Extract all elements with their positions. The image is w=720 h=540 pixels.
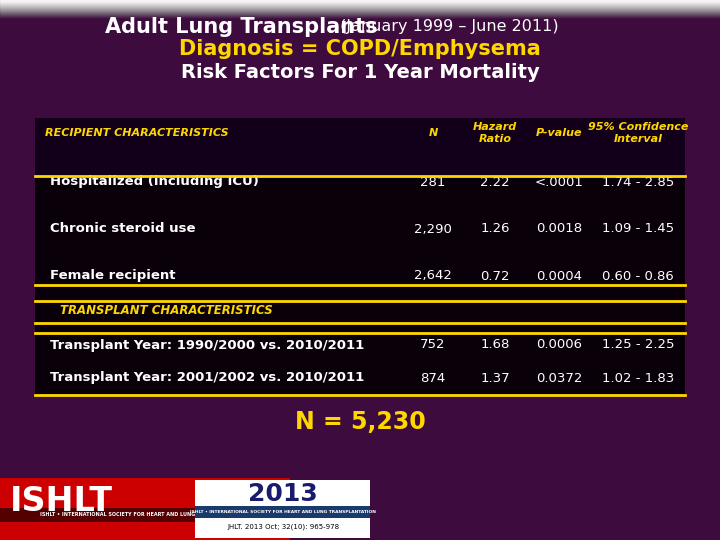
- Bar: [0, 6, 720, 7]
- Text: 1.25 - 2.25: 1.25 - 2.25: [602, 339, 674, 352]
- Text: 1.74 - 2.85: 1.74 - 2.85: [602, 176, 674, 188]
- Text: 95% Confidence: 95% Confidence: [588, 122, 688, 132]
- Text: Adult Lung Transplants: Adult Lung Transplants: [105, 17, 377, 37]
- Bar: [0, 16, 720, 17]
- Text: N: N: [428, 128, 438, 138]
- Bar: [0, 14, 720, 15]
- Text: Female recipient: Female recipient: [50, 269, 176, 282]
- Bar: [0, 1, 720, 2]
- Text: 0.0004: 0.0004: [536, 269, 582, 282]
- Text: (January 1999 – June 2011): (January 1999 – June 2011): [335, 19, 559, 35]
- Text: ISHLT: ISHLT: [10, 485, 113, 518]
- Bar: [0, 9, 720, 10]
- Text: 2.22: 2.22: [480, 176, 510, 188]
- Text: 281: 281: [420, 176, 446, 188]
- Bar: [0, 12, 720, 13]
- FancyBboxPatch shape: [195, 480, 370, 538]
- Bar: [0, 13, 720, 14]
- Text: ISHLT • INTERNATIONAL SOCIETY FOR HEART AND LUNG TRANSPLANTATION: ISHLT • INTERNATIONAL SOCIETY FOR HEART …: [40, 512, 250, 517]
- Text: 0.72: 0.72: [480, 269, 510, 282]
- Text: 752: 752: [420, 339, 446, 352]
- Bar: [0, 15, 720, 16]
- Text: 1.37: 1.37: [480, 372, 510, 384]
- Bar: [0, 5, 720, 6]
- Text: ISHLT • INTERNATIONAL SOCIETY FOR HEART AND LUNG TRANSPLANTATION: ISHLT • INTERNATIONAL SOCIETY FOR HEART …: [190, 510, 376, 514]
- Text: Hazard: Hazard: [473, 122, 517, 132]
- Text: 0.0018: 0.0018: [536, 222, 582, 235]
- FancyBboxPatch shape: [0, 478, 290, 540]
- Text: Transplant Year: 2001/2002 vs. 2010/2011: Transplant Year: 2001/2002 vs. 2010/2011: [50, 372, 364, 384]
- Text: 2,642: 2,642: [414, 269, 452, 282]
- FancyBboxPatch shape: [35, 118, 685, 395]
- Text: <.0001: <.0001: [534, 176, 583, 188]
- Text: RECIPIENT CHARACTERISTICS: RECIPIENT CHARACTERISTICS: [45, 128, 229, 138]
- Bar: [0, 7, 720, 8]
- FancyBboxPatch shape: [35, 118, 685, 176]
- Text: JHLT. 2013 Oct; 32(10): 965-978: JHLT. 2013 Oct; 32(10): 965-978: [227, 524, 339, 530]
- Text: 0.60 - 0.86: 0.60 - 0.86: [602, 269, 674, 282]
- FancyBboxPatch shape: [0, 508, 290, 522]
- Bar: [0, 0, 720, 1]
- Text: P-value: P-value: [536, 128, 582, 138]
- Text: N = 5,230: N = 5,230: [294, 410, 426, 434]
- Text: 874: 874: [420, 372, 446, 384]
- Text: Diagnosis = COPD/Emphysema: Diagnosis = COPD/Emphysema: [179, 39, 541, 59]
- Text: Transplant Year: 1990/2000 vs. 2010/2011: Transplant Year: 1990/2000 vs. 2010/2011: [50, 339, 364, 352]
- Text: 1.26: 1.26: [480, 222, 510, 235]
- Bar: [0, 4, 720, 5]
- Text: Ratio: Ratio: [479, 134, 511, 144]
- Text: 1.68: 1.68: [480, 339, 510, 352]
- Bar: [0, 2, 720, 3]
- Text: Hospitalized (including ICU): Hospitalized (including ICU): [50, 176, 259, 188]
- Text: Interval: Interval: [613, 134, 662, 144]
- Text: Chronic steroid use: Chronic steroid use: [50, 222, 196, 235]
- Bar: [0, 11, 720, 12]
- FancyBboxPatch shape: [195, 506, 370, 518]
- Text: 1.09 - 1.45: 1.09 - 1.45: [602, 222, 674, 235]
- Text: 0.0372: 0.0372: [536, 372, 582, 384]
- Text: Risk Factors For 1 Year Mortality: Risk Factors For 1 Year Mortality: [181, 63, 539, 82]
- Bar: [0, 8, 720, 9]
- Bar: [0, 17, 720, 18]
- Text: TRANSPLANT CHARACTERISTICS: TRANSPLANT CHARACTERISTICS: [60, 303, 273, 316]
- Text: 1.02 - 1.83: 1.02 - 1.83: [602, 372, 674, 384]
- Text: 0.0006: 0.0006: [536, 339, 582, 352]
- Text: 2013: 2013: [248, 482, 318, 506]
- Text: 2,290: 2,290: [414, 222, 452, 235]
- Bar: [0, 10, 720, 11]
- Bar: [0, 3, 720, 4]
